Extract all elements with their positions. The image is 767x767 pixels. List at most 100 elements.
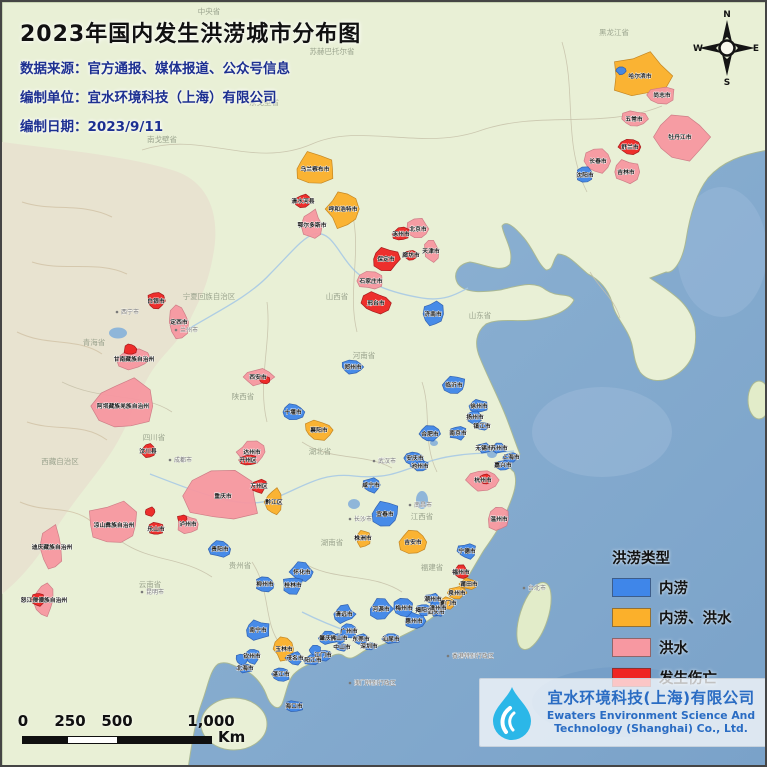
flood-region [282,403,306,421]
flood-region [441,375,466,394]
city-label: 南昌市 [414,501,432,509]
province-label: 苏赫巴托尔省 [310,46,355,56]
flood-region [456,543,476,560]
flood-region [284,651,303,666]
flood-region [398,529,428,554]
flood-region-label: 济南市 [424,310,442,318]
flood-region-label: 石家庄市 [358,277,382,285]
flood-region-label: 汕头市 [427,608,445,616]
province-label: 山西省 [326,291,349,301]
flood-region-label: 定西市 [169,318,188,326]
flood-region-label: 泉州市 [447,589,466,597]
flood-region-label: 清远市 [335,610,353,618]
city-label: 成都市 [174,456,192,464]
flood-region [288,561,314,582]
flood-region-label: 深圳市 [360,642,378,650]
flood-region [617,138,642,155]
flood-region [381,633,400,644]
province-label: 河南省 [353,350,376,360]
flood-region-label: 甘南藏族自治州 [114,355,155,363]
scale-bar-segment-long [117,736,212,744]
flood-region-label: 哈尔滨市 [628,72,651,80]
flood-region [362,477,381,494]
flood-region-label: 阿坝藏族羌族自治州 [97,402,149,410]
flood-region-label: 涿州市 [392,230,410,238]
province-label: 福建省 [421,562,444,572]
flood-region [354,633,368,645]
page-title: 2023年国内发生洪涝城市分布图 [20,22,362,47]
flood-region-label: 上海市 [502,453,520,461]
flood-region-label: 湛江市 [272,670,290,678]
legend-label: 洪水 [659,641,688,657]
flood-region [207,540,231,558]
flood-region [144,506,156,517]
flood-region-label: 嘉兴市 [493,461,512,469]
flood-region-label: 牡丹江市 [668,133,691,141]
flood-region [89,500,137,543]
flood-region [583,148,612,174]
flood-region-label: 万州区 [249,482,268,490]
flood-region [252,478,267,494]
flood-region [614,159,641,185]
flood-region-label: 镇江市 [473,422,491,430]
flood-region-label: 莆田市 [460,580,478,588]
flood-region-label: 宁德市 [458,547,476,555]
flood-region [300,208,323,239]
flood-region-label: 长春市 [589,157,607,165]
flood-region [123,343,138,355]
author-line: 编制单位：宜水环境科技（上海）有限公司 [20,90,277,106]
flood-region [356,271,383,290]
flood-region [371,500,399,527]
flood-region-label: 沈阳市 [576,171,594,179]
flood-region-label: 南京市 [449,429,467,437]
flood-region [393,598,414,618]
flood-region-label: 广州市 [340,627,358,635]
title-block: 2023年国内发生洪涝城市分布图 数据来源：官方通报、媒体报道、公众号信息 编制… [20,16,361,135]
flood-region [424,239,440,263]
company-logo-box: 宜水环境科技(上海)有限公司 Ewaters Environment Scien… [479,678,765,747]
flood-region [115,348,152,371]
compass-east-label: E [753,44,759,54]
flood-region [576,166,593,183]
flood-region-label: 郑州市 [344,363,362,371]
company-name-en-1: Ewaters Environment Science And [546,708,756,722]
flood-region [305,419,334,441]
legend-item-hongshui: 洪水 [612,637,732,658]
flood-region-label: 天津市 [422,247,440,255]
city-label: 香港特别行政区 [452,652,494,660]
flood-region-label: 无锡市 [474,444,493,452]
flood-region [308,644,321,656]
flood-region-label: 海口市 [285,702,303,710]
flood-region [324,191,360,230]
flood-region-label: 廊坊市 [402,251,420,259]
flood-region [333,604,357,625]
flood-region-label: 白银市 [147,297,165,305]
flood-region-label: 咸宁市 [362,481,380,489]
flood-region-label: 茂名市 [285,654,304,662]
flood-region [341,359,365,375]
compass-west-label: W [693,44,703,54]
flood-region-label: 吉林市 [617,168,635,176]
city-label: 澳门特别行政区 [354,679,396,687]
flood-region [474,422,490,431]
flood-region-label: 株洲市 [354,534,372,542]
city-label: 长沙市 [354,515,372,523]
company-name-en-2: Technology (Shanghai) Co., Ltd. [554,722,748,736]
legend-item-neilao-hongshui: 内涝、洪水 [612,607,732,628]
legend-label: 内涝 [659,581,688,597]
flood-region-label: 阳江市 [304,656,322,664]
flood-region-label: 怒江傈僳族自治州 [21,596,68,604]
flood-region [238,454,256,466]
flood-region [283,577,303,595]
flood-region [317,630,337,645]
province-label: 湖北省 [309,446,332,456]
flood-region-label: 西安市 [249,373,267,381]
flood-region-label: 呼和浩特市 [329,205,358,213]
company-name: 宜水环境科技(上海)有限公司 Ewaters Environment Scien… [544,689,758,735]
flood-region-label: 襄阳市 [309,426,328,434]
province-label: 湖南省 [321,537,344,547]
flood-region-label: 杭州市 [474,476,492,484]
flood-region [477,442,492,454]
flood-region-label: 贵阳市 [211,545,229,553]
